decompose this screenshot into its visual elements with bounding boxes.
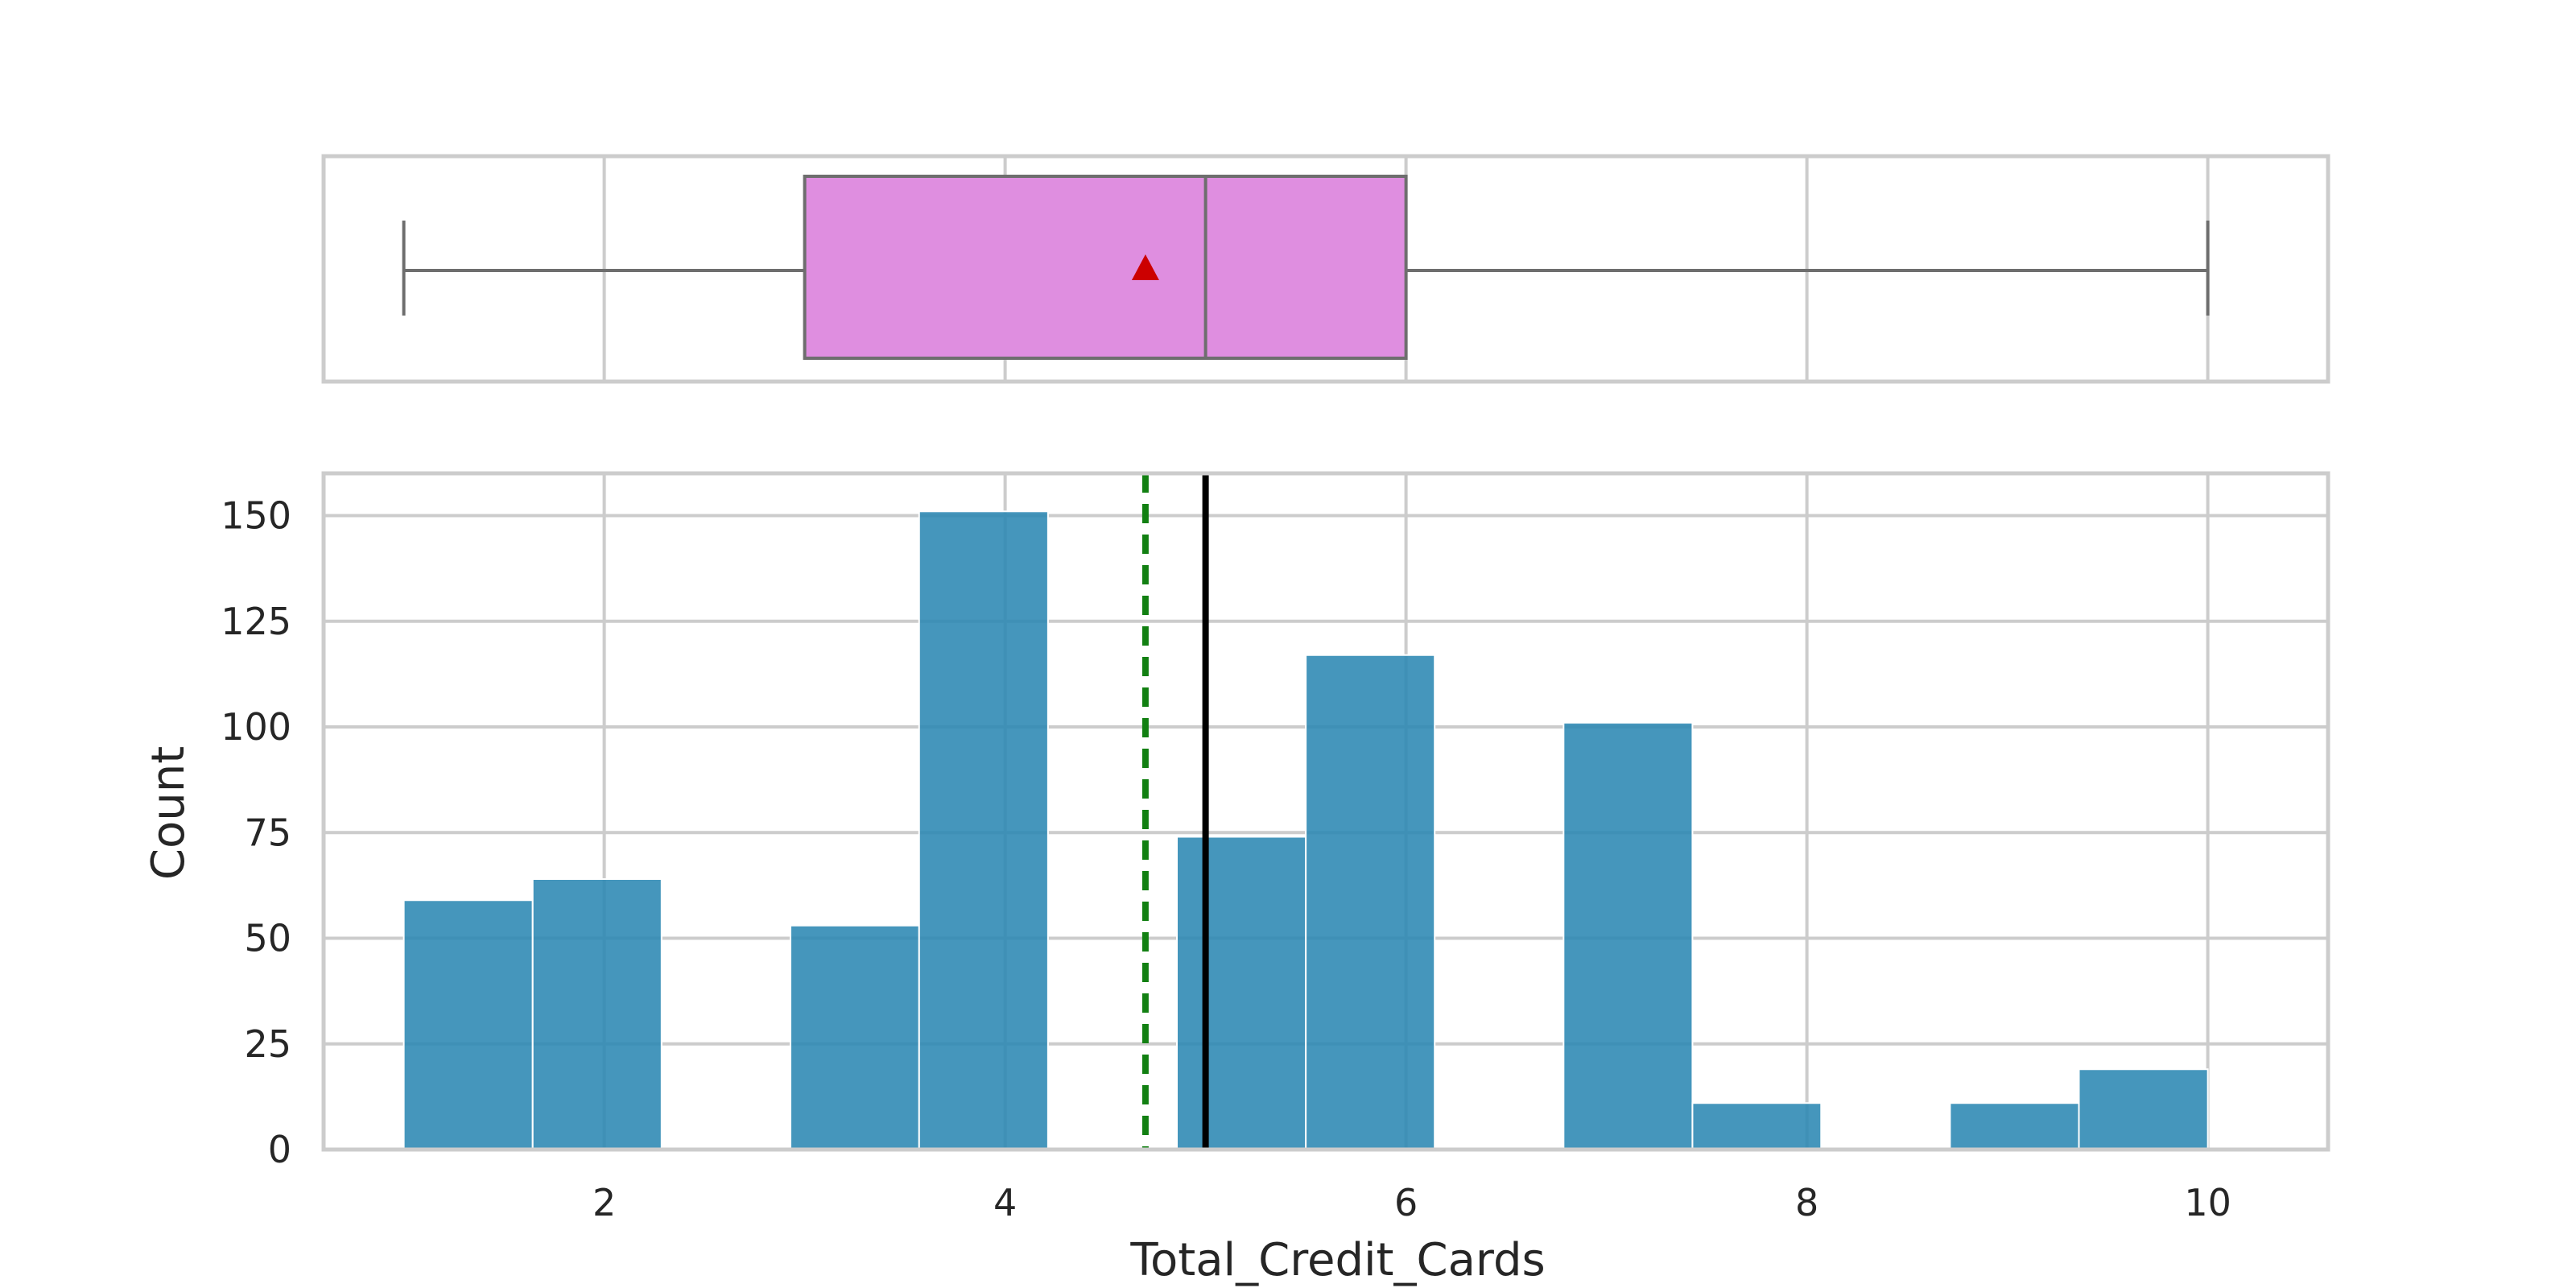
- boxplot-panel: [321, 154, 2330, 384]
- x-tick-label: 4: [993, 1181, 1017, 1224]
- boxplot-frame: [321, 154, 2330, 384]
- boxplot-mean-marker: [1131, 254, 1159, 280]
- y-tick-label: 125: [221, 600, 291, 643]
- y-tick-label: 50: [244, 917, 291, 960]
- histogram-frame: [321, 471, 2330, 1152]
- x-tick-label: 2: [592, 1181, 616, 1224]
- histogram-bar: [789, 924, 920, 1150]
- x-tick-label: 8: [1795, 1181, 1818, 1224]
- y-tick-label: 0: [268, 1128, 291, 1171]
- histogram-bar: [1305, 654, 1436, 1150]
- histogram-bar: [402, 899, 534, 1150]
- y-tick-label: 150: [221, 494, 291, 538]
- histogram-bar: [531, 878, 663, 1150]
- histogram-bar: [1175, 836, 1307, 1150]
- histogram-bar: [918, 510, 1049, 1150]
- y-tick-label: 25: [244, 1022, 291, 1066]
- histogram-bar: [2078, 1068, 2209, 1150]
- x-axis-label: Total_Credit_Cards: [1129, 1234, 1545, 1286]
- y-tick-label: 100: [221, 705, 291, 749]
- histogram-bar: [1563, 721, 1694, 1150]
- x-tick-label: 6: [1394, 1181, 1418, 1224]
- boxplot-box: [803, 175, 1408, 360]
- y-axis-label: Count: [142, 746, 195, 880]
- histogram-bar: [1949, 1102, 2080, 1150]
- histogram-bar: [1691, 1102, 1823, 1150]
- x-tick-label: 10: [2184, 1181, 2231, 1224]
- y-tick-label: 75: [244, 811, 291, 854]
